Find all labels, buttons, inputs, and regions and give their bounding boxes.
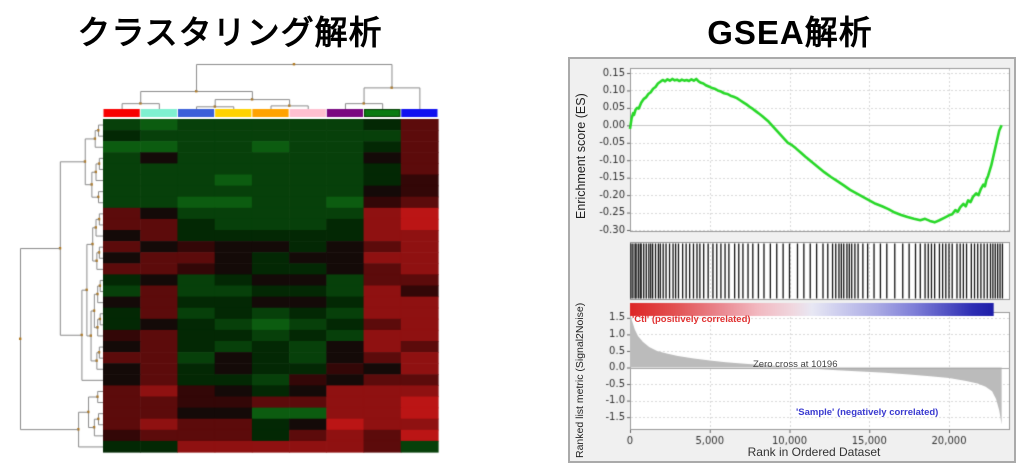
clustering-heatmap-canvas bbox=[8, 52, 444, 462]
metric-axis-label: Ranked list metric (Signal2Noise) bbox=[574, 302, 586, 458]
x-axis-label: Rank in Ordered Dataset bbox=[747, 445, 881, 459]
negative-correlation-label: 'Sample' (negatively correlated) bbox=[796, 407, 939, 418]
gsea-title: GSEA解析 bbox=[707, 14, 873, 51]
gsea-plot-panel: Enrichment score (ES) Ranked list metric… bbox=[568, 57, 1018, 465]
es-axis-label: Enrichment score (ES) bbox=[574, 93, 588, 219]
positive-correlation-label: 'Ctl' (positively correlated) bbox=[632, 314, 751, 325]
clustering-title: クラスタリング解析 bbox=[77, 14, 383, 51]
zero-cross-annotation: Zero cross at 10196 bbox=[753, 359, 838, 370]
gsea-plot-canvas bbox=[570, 59, 1018, 465]
